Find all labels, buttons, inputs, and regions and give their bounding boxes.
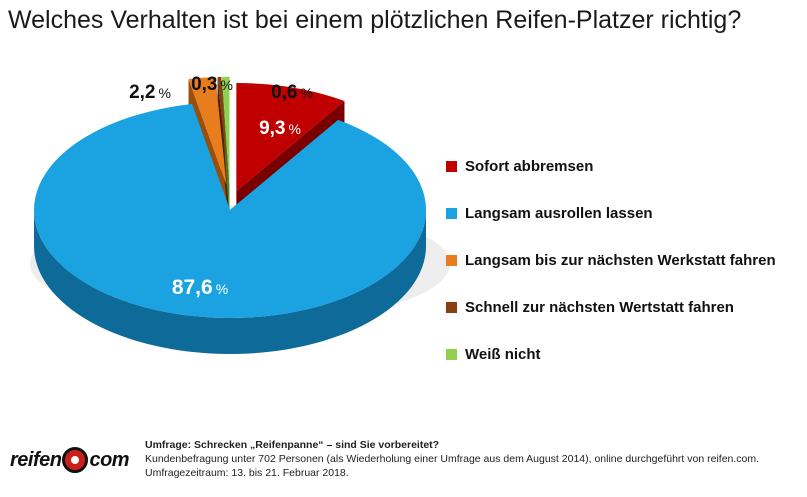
- tire-icon: [62, 447, 89, 473]
- legend-swatch: [446, 349, 457, 360]
- survey-title: Umfrage: Schrecken „Reifenpanne“ – sind …: [145, 439, 440, 451]
- legend: Sofort abbremsen Langsam ausrollen lasse…: [446, 155, 776, 390]
- legend-item: Weiß nicht: [446, 343, 776, 366]
- legend-label: Sofort abbremsen: [465, 158, 594, 175]
- legend-label: Weiß nicht: [465, 346, 541, 363]
- logo-text-left: reifen: [10, 448, 62, 471]
- legend-item: Schnell zur nächsten Wertstatt fahren: [446, 296, 776, 319]
- legend-label: Langsam ausrollen lassen: [465, 205, 653, 222]
- pie-slice: [236, 83, 345, 192]
- legend-swatch: [446, 255, 457, 266]
- data-label: 9,3%: [259, 118, 301, 139]
- pie-slice: [33, 104, 426, 318]
- pie-slice: [222, 76, 230, 185]
- chart-title: Welches Verhalten ist bei einem plötzlic…: [8, 6, 742, 34]
- legend-swatch: [446, 161, 457, 172]
- logo-text-right: com: [89, 448, 130, 471]
- pie-chart: 9,3 % 87,6 % 2,2% 0,3% 0,6%: [30, 74, 450, 354]
- legend-item: Langsam ausrollen lassen: [446, 202, 776, 225]
- legend-label: Langsam bis zur nächsten Werkstatt fahre…: [465, 252, 776, 269]
- legend-label: Schnell zur nächsten Wertstatt fahren: [465, 299, 734, 316]
- survey-description: Kundenbefragung unter 702 Personen (als …: [145, 453, 760, 465]
- legend-swatch: [446, 302, 457, 313]
- data-label: 0,3%: [191, 74, 233, 95]
- data-label: 87,6%: [172, 276, 228, 299]
- legend-item: Sofort abbremsen: [446, 155, 776, 178]
- reifen-com-logo: reifen com: [10, 447, 130, 473]
- survey-period: Umfragezeitraum: 13. bis 21. Februar 201…: [145, 467, 349, 479]
- data-label: 2,2%: [129, 82, 171, 103]
- data-label: 0,6%: [271, 82, 313, 103]
- survey-note: Umfrage: Schrecken „Reifenpanne“ – sind …: [145, 438, 759, 480]
- legend-item: Langsam bis zur nächsten Werkstatt fahre…: [446, 249, 776, 272]
- pie-slice: [188, 77, 227, 185]
- legend-swatch: [446, 208, 457, 219]
- pie-slice: [217, 76, 229, 185]
